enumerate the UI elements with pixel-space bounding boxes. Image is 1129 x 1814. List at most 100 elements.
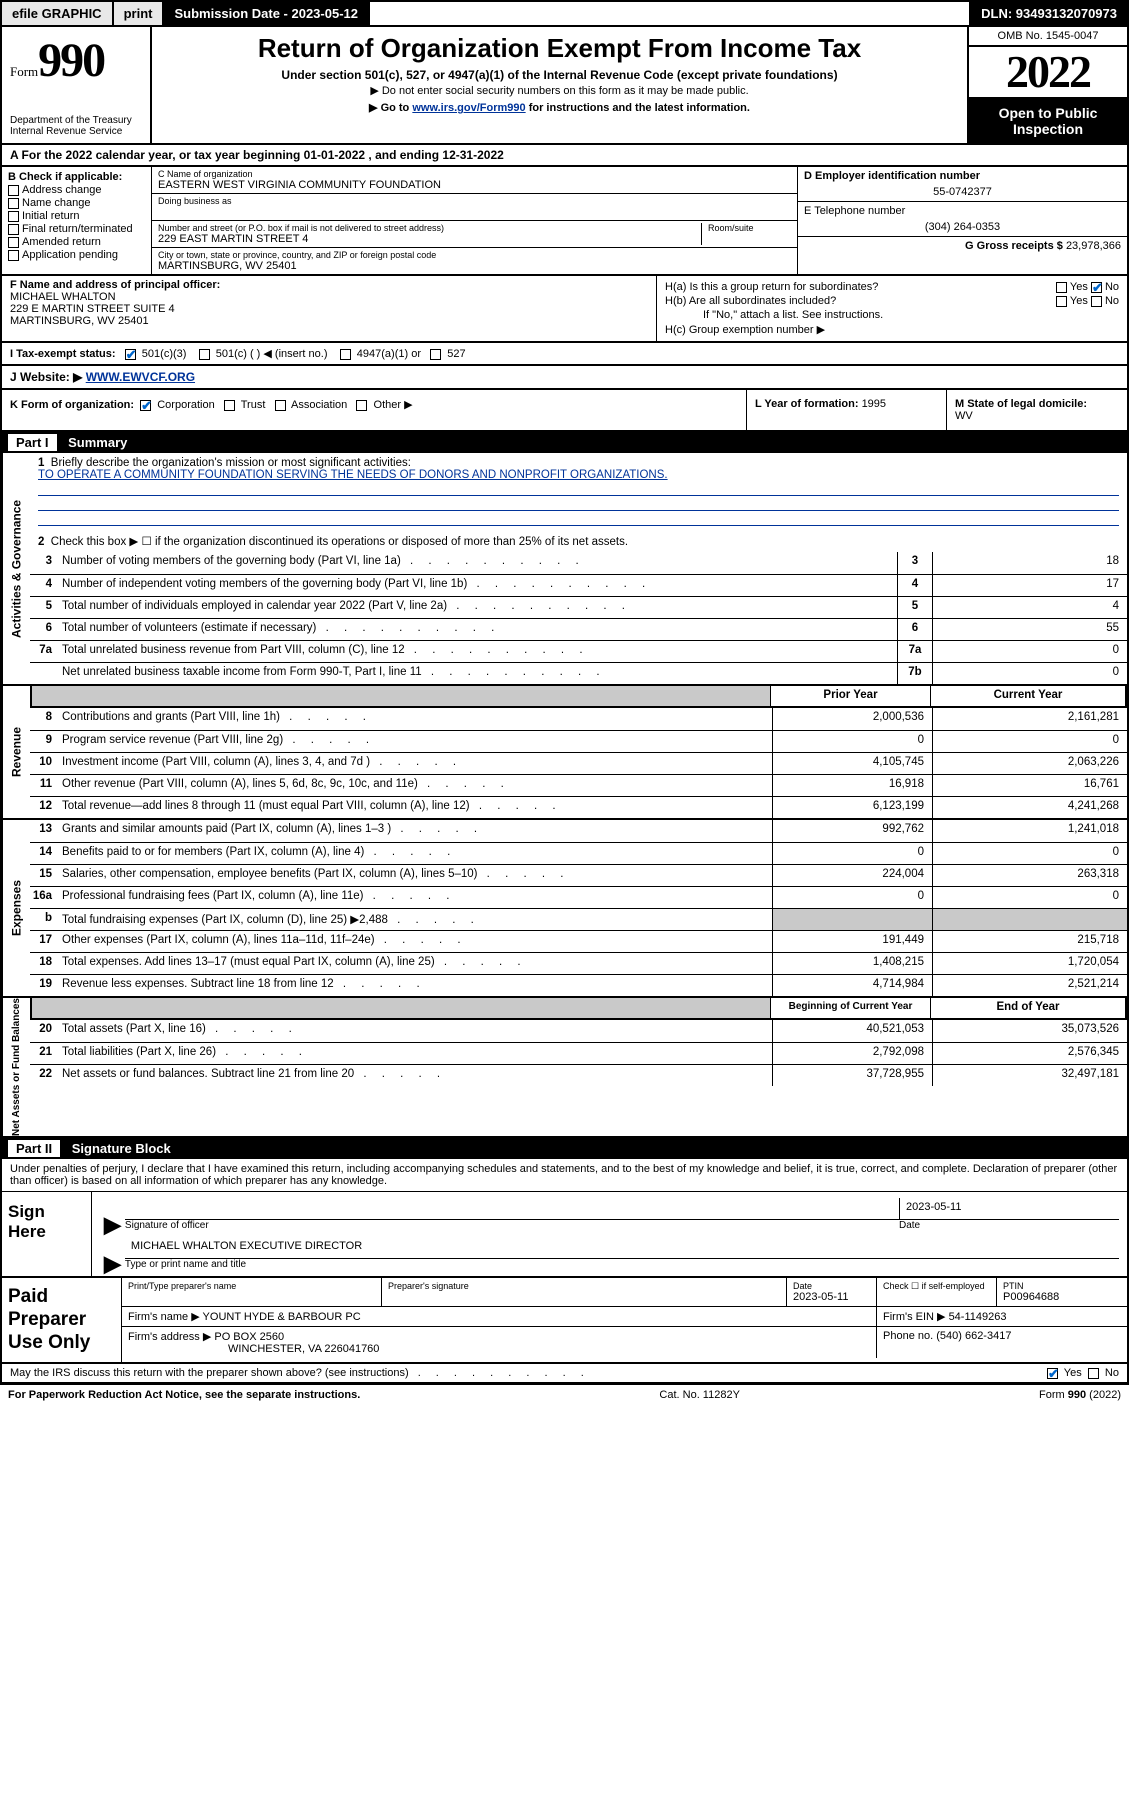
header-right: OMB No. 1545-0047 2022 Open to Public In… [967, 27, 1127, 143]
chk-4947[interactable] [340, 349, 351, 360]
form-num: 990 [38, 34, 104, 87]
chk-501c[interactable] [199, 349, 210, 360]
row-ein: D Employer identification number 55-0742… [798, 167, 1127, 202]
row-name: C Name of organization EASTERN WEST VIRG… [152, 167, 797, 194]
phone-lab: Phone no. [883, 1330, 936, 1342]
firm-addr1: PO BOX 2560 [214, 1331, 284, 1343]
may-yes[interactable] [1047, 1368, 1058, 1379]
tax-year: 2022 [969, 47, 1127, 99]
data-row: 9 Program service revenue (Part VIII, li… [30, 730, 1127, 752]
signature-block: Under penalties of perjury, I declare th… [0, 1159, 1129, 1278]
col-c: C Name of organization EASTERN WEST VIRG… [152, 167, 797, 274]
officer-name: MICHAEL WHALTON [10, 291, 648, 303]
may-no[interactable] [1088, 1368, 1099, 1379]
sig-of-lab: Signature of officer [125, 1220, 899, 1231]
gov-row: Net unrelated business taxable income fr… [30, 662, 1127, 684]
may-discuss: May the IRS discuss this return with the… [0, 1364, 1129, 1384]
row-addr: Number and street (or P.O. box if mail i… [152, 221, 797, 248]
chk-other[interactable] [356, 400, 367, 411]
type-lab: Type or print name and title [125, 1259, 1119, 1270]
efile-label: efile GRAPHIC [2, 2, 114, 25]
data-row: 18 Total expenses. Add lines 13–17 (must… [30, 952, 1127, 974]
chk-address[interactable]: Address change [8, 184, 145, 196]
subtitle-3: ▶ Go to www.irs.gov/Form990 for instruct… [162, 101, 957, 114]
row-j: J Website: ▶ WWW.EWVCF.ORG [0, 366, 1129, 390]
part1-num: Part I [8, 434, 57, 451]
mission-text: TO OPERATE A COMMUNITY FOUNDATION SERVIN… [38, 469, 668, 481]
chk-final[interactable]: Final return/terminated [8, 223, 145, 235]
h-b-note: If "No," attach a list. See instructions… [665, 309, 1119, 321]
j-lab: J Website: ▶ [10, 370, 86, 384]
gov-row: 5 Total number of individuals employed i… [30, 596, 1127, 618]
chk-trust[interactable] [224, 400, 235, 411]
chk-name[interactable]: Name change [8, 197, 145, 209]
firm-name-lab: Firm's name ▶ [128, 1311, 203, 1323]
header-left: Form990 Department of the Treasury Inter… [2, 27, 152, 143]
sign-here: Sign Here ▶ 2023-05-11 Signature of offi… [2, 1191, 1127, 1276]
chk-corp[interactable] [140, 400, 151, 411]
submission-date-label: Submission Date - 2023-05-12 [164, 2, 370, 25]
curr-year-hdr: Current Year [930, 686, 1125, 706]
prep-date: 2023-05-11 [793, 1291, 870, 1303]
declaration: Under penalties of perjury, I declare th… [2, 1159, 1127, 1191]
chk-initial[interactable]: Initial return [8, 210, 145, 222]
q2: 2 Check this box ▶ ☐ if the organization… [30, 530, 1127, 552]
m-lab: M State of legal domicile: [955, 398, 1087, 410]
ha-lab: H(a) Is this a group return for subordin… [665, 281, 878, 293]
beg-year-hdr: Beginning of Current Year [770, 998, 930, 1018]
firm-ein-lab: Firm's EIN ▶ [883, 1311, 949, 1323]
line-a-end: 12-31-2022 [442, 148, 503, 162]
irs-link[interactable]: www.irs.gov/Form990 [412, 102, 525, 114]
dept-treasury: Department of the Treasury [10, 115, 142, 126]
print-button[interactable]: print [114, 2, 165, 25]
row-l: L Year of formation: 1995 [747, 390, 947, 430]
gov-row: 6 Total number of volunteers (estimate i… [30, 618, 1127, 640]
dept-label: Department of the Treasury Internal Reve… [10, 115, 142, 137]
gov-row: 7a Total unrelated business revenue from… [30, 640, 1127, 662]
data-row: 15 Salaries, other compensation, employe… [30, 864, 1127, 886]
officer-addr: 229 E MARTIN STREET SUITE 4 [10, 303, 648, 315]
footer-mid: Cat. No. 11282Y [659, 1389, 740, 1401]
i-lab: I Tax-exempt status: [10, 348, 116, 360]
topbar: efile GRAPHIC print Submission Date - 20… [0, 0, 1129, 27]
sub3-b: for instructions and the latest informat… [526, 102, 750, 114]
data-row: 11 Other revenue (Part VIII, column (A),… [30, 774, 1127, 796]
dba-lab: Doing business as [158, 196, 791, 206]
chk-amended[interactable]: Amended return [8, 236, 145, 248]
room-lab: Room/suite [708, 223, 791, 233]
org-city: MARTINSBURG, WV 25401 [158, 260, 791, 272]
gov-row: 3 Number of voting members of the govern… [30, 552, 1127, 574]
chk-527[interactable] [430, 349, 441, 360]
form-number: Form990 [10, 33, 142, 88]
q2-text: Check this box ▶ ☐ if the organization d… [51, 536, 628, 548]
firm-addr2: WINCHESTER, VA 226041760 [128, 1343, 379, 1355]
h-a: H(a) Is this a group return for subordin… [665, 281, 1119, 293]
block-f: F Name and address of principal officer:… [2, 276, 657, 341]
chk-pending[interactable]: Application pending [8, 249, 145, 261]
chk-501c3[interactable] [125, 349, 136, 360]
gross-val: 23,978,366 [1066, 240, 1121, 252]
end-year-hdr: End of Year [930, 998, 1125, 1018]
vlabel-rev: Revenue [2, 686, 30, 818]
form-title: Return of Organization Exempt From Incom… [162, 33, 957, 64]
website-link[interactable]: WWW.EWVCF.ORG [86, 370, 195, 384]
part1-hdr: Part I Summary [0, 432, 1129, 453]
part1-title: Summary [68, 435, 127, 450]
sig-date-val: 2023-05-11 [899, 1198, 1119, 1219]
row-m: M State of legal domicile:WV [947, 390, 1127, 430]
prep-h4: Check ☐ if self-employed [877, 1278, 997, 1306]
part2-title: Signature Block [72, 1141, 171, 1156]
chk-assoc[interactable] [275, 400, 286, 411]
line-a-begin: 01-01-2022 [304, 148, 365, 162]
ein-val: 55-0742377 [804, 186, 1121, 198]
prior-year-hdr: Prior Year [770, 686, 930, 706]
gross-lab: G Gross receipts $ [965, 240, 1066, 252]
data-row: 17 Other expenses (Part IX, column (A), … [30, 930, 1127, 952]
prep-h5: PTIN [1003, 1281, 1121, 1291]
ptin-val: P00964688 [1003, 1291, 1121, 1303]
data-row: 10 Investment income (Part VIII, column … [30, 752, 1127, 774]
subtitle-1: Under section 501(c), 527, or 4947(a)(1)… [162, 68, 957, 82]
data-row: b Total fundraising expenses (Part IX, c… [30, 908, 1127, 930]
data-row: 20 Total assets (Part X, line 16) 40,521… [30, 1020, 1127, 1042]
row-city: City or town, state or province, country… [152, 248, 797, 274]
